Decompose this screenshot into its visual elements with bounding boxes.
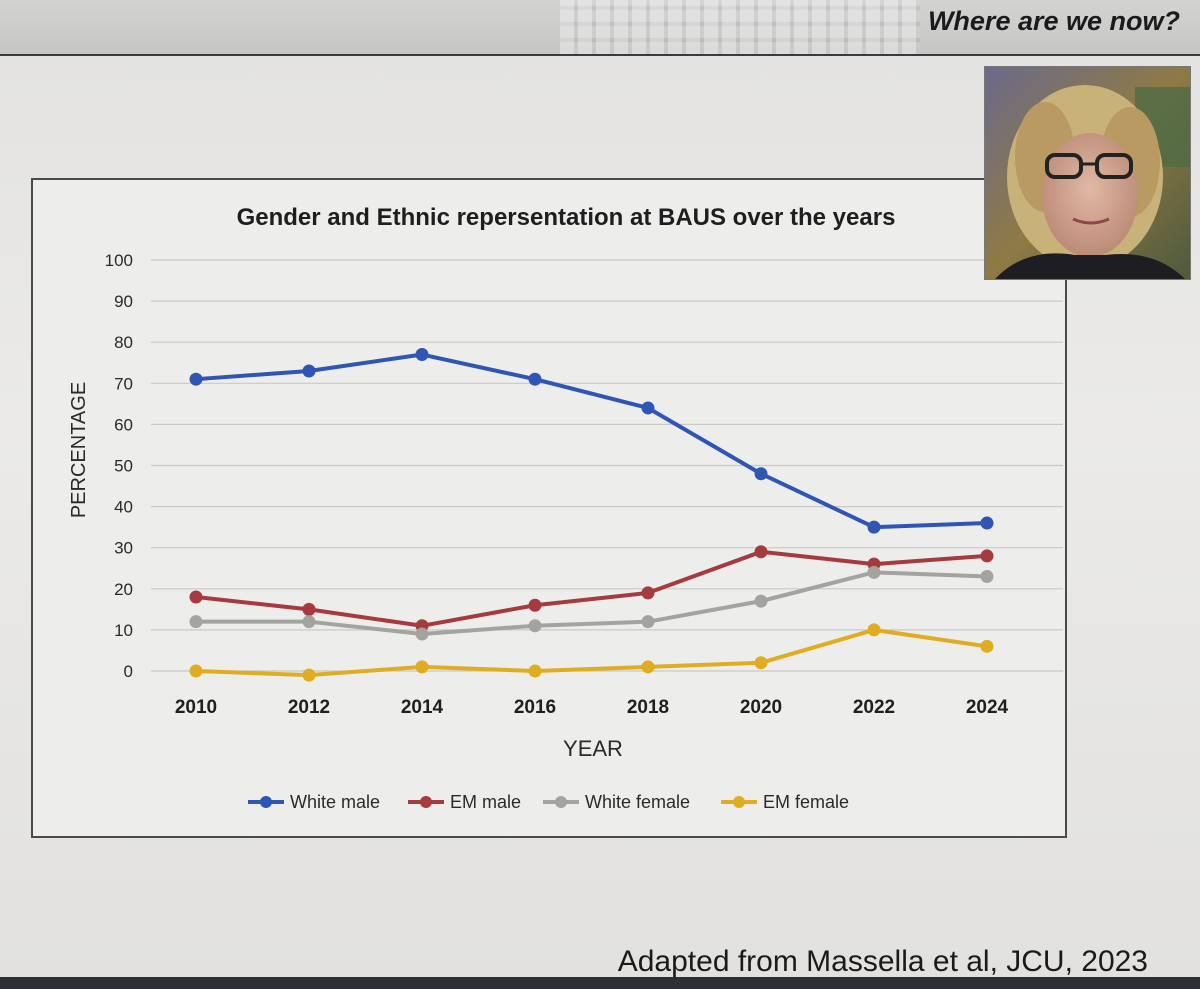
data-point: [980, 516, 994, 530]
series-line-em-female: [195, 627, 988, 678]
data-point: [980, 549, 994, 563]
data-point: [641, 401, 655, 415]
x-axis-label: YEAR: [563, 736, 623, 761]
data-point: [528, 372, 542, 386]
data-point: [189, 615, 203, 629]
y-tick-label: 0: [124, 662, 133, 681]
legend-item-white-female: White female: [543, 792, 690, 812]
chart-title: Gender and Ethnic repersentation at BAUS…: [237, 204, 896, 231]
series-line-white-female: [196, 570, 988, 637]
data-point: [867, 565, 881, 579]
legend-swatch-marker: [260, 796, 272, 808]
data-point: [189, 664, 203, 678]
y-tick-label: 10: [114, 621, 133, 640]
data-point: [189, 590, 203, 604]
legend-item-em-male: EM male: [408, 792, 521, 812]
y-tick-label: 90: [114, 292, 133, 311]
data-point: [302, 615, 316, 629]
data-point: [754, 656, 768, 670]
chart-frame: Gender and Ethnic repersentation at BAUS…: [31, 178, 1067, 838]
data-point: [302, 364, 316, 378]
data-point: [528, 619, 542, 633]
data-point: [641, 660, 655, 674]
series-white-female: [189, 565, 994, 641]
data-point: [189, 372, 203, 386]
slide-title: Where are we now?: [927, 6, 1180, 36]
series-line-white-male: [195, 352, 988, 530]
y-tick-label: 30: [114, 539, 133, 558]
x-tick-label: 2018: [627, 697, 669, 718]
x-tick-label: 2020: [740, 697, 782, 718]
legend-item-white-male: White male: [248, 792, 380, 812]
data-point: [867, 520, 881, 534]
y-tick-label: 50: [114, 457, 133, 476]
y-tick-label: 20: [114, 580, 133, 599]
data-point: [754, 545, 768, 559]
legend-item-em-female: EM female: [721, 792, 849, 812]
legend: White male EM male White female EM female: [248, 792, 849, 812]
series-line-em-male: [195, 549, 988, 628]
x-tick-label: 2024: [966, 697, 1009, 718]
y-tick-label: 100: [105, 251, 133, 270]
data-point: [302, 668, 316, 682]
legend-swatch-marker: [555, 796, 567, 808]
data-point: [415, 660, 429, 674]
legend-label: EM female: [763, 792, 849, 812]
data-point: [754, 594, 768, 608]
y-tick-label: 40: [114, 498, 133, 517]
data-point: [302, 602, 316, 616]
series-white-male: [189, 348, 994, 534]
data-point: [415, 627, 429, 641]
data-point: [641, 586, 655, 600]
data-point: [980, 569, 994, 583]
citation-text: Adapted from Massella et al, JCU, 2023: [617, 945, 1148, 978]
legend-label: White male: [290, 792, 380, 812]
legend-swatch-marker: [420, 796, 432, 808]
series-em-female: [189, 623, 994, 682]
bottom-strip: [0, 977, 1200, 989]
data-point: [641, 615, 655, 629]
x-tick-label: 2022: [853, 697, 895, 718]
x-tick-label: 2012: [288, 697, 330, 718]
y-tick-label: 70: [114, 374, 133, 393]
x-tick-label: 2010: [175, 697, 217, 718]
y-axis-ticks: 0 10 20 30 40 50 60 70 80 90 100: [105, 251, 133, 681]
y-axis-label: PERCENTAGE: [68, 382, 90, 518]
series-lines: [189, 348, 994, 682]
x-tick-label: 2016: [514, 697, 556, 718]
legend-label: White female: [585, 792, 690, 812]
legend-swatch-marker: [733, 796, 745, 808]
data-point: [754, 467, 768, 481]
x-tick-label: 2014: [401, 697, 444, 718]
speaker-photo: [984, 66, 1191, 280]
slide-header-band: Where are we now?: [0, 0, 1200, 56]
header-pattern: [560, 0, 920, 54]
data-point: [980, 639, 994, 653]
line-chart: Gender and Ethnic repersentation at BAUS…: [68, 204, 1063, 812]
data-point: [867, 623, 881, 637]
data-point: [528, 598, 542, 612]
data-point: [528, 664, 542, 678]
y-tick-label: 60: [114, 415, 133, 434]
data-point: [415, 348, 429, 362]
gridlines: [151, 259, 1063, 672]
x-axis-ticks: 2010 2012 2014 2016 2018 2020 2022 2024: [175, 697, 1009, 718]
y-tick-label: 80: [114, 333, 133, 352]
legend-label: EM male: [450, 792, 521, 812]
